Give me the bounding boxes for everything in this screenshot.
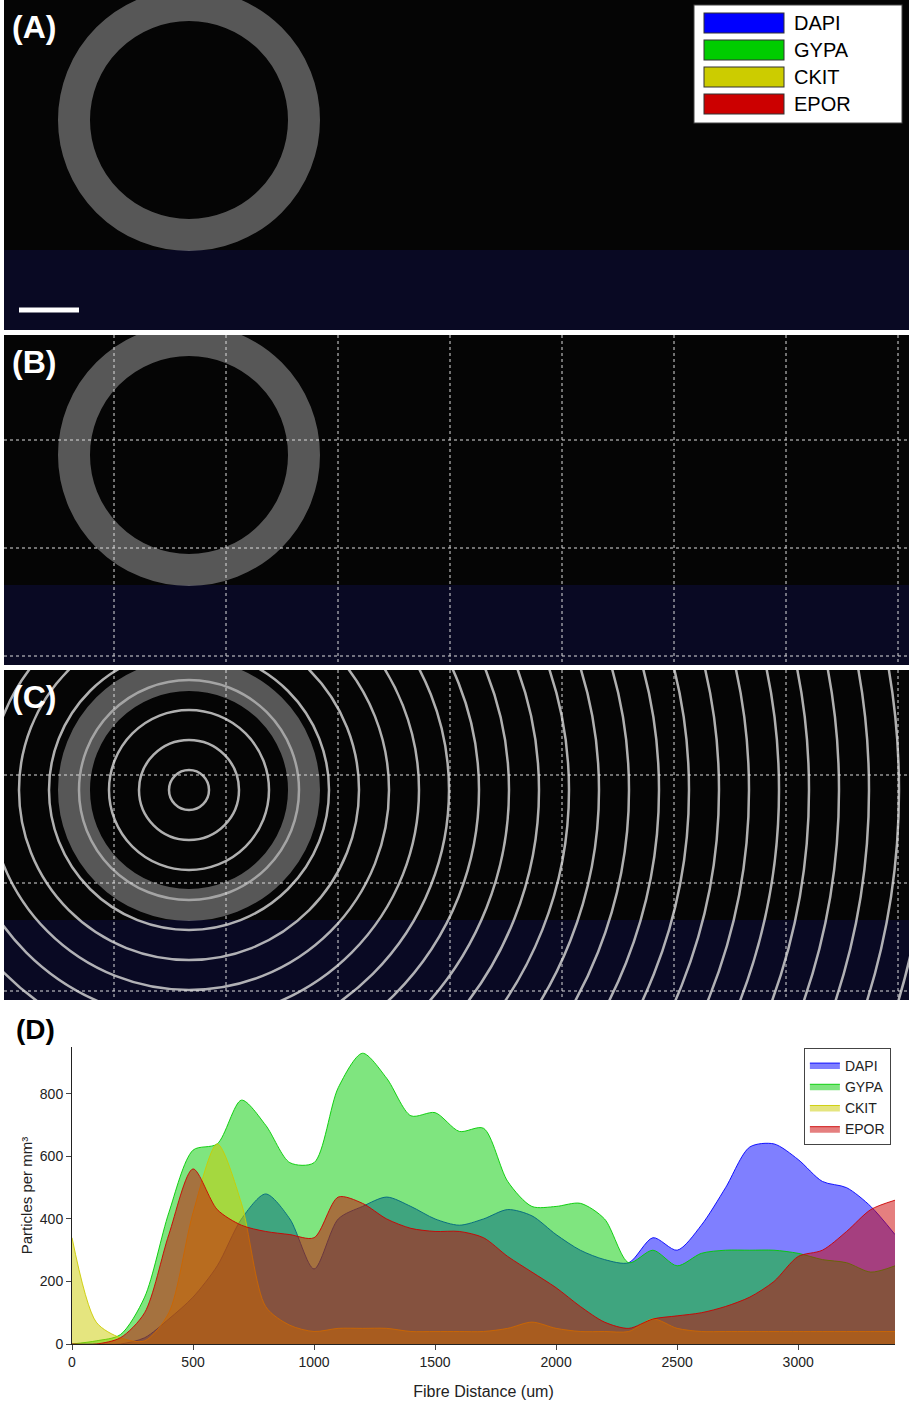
- svg-text:0: 0: [68, 1354, 76, 1370]
- svg-text:CKIT: CKIT: [845, 1100, 877, 1116]
- svg-text:200: 200: [40, 1273, 64, 1289]
- svg-text:(D): (D): [16, 1014, 55, 1045]
- svg-text:0: 0: [55, 1336, 63, 1352]
- svg-text:(B): (B): [12, 344, 56, 380]
- svg-text:400: 400: [40, 1211, 64, 1227]
- svg-text:EPOR: EPOR: [794, 93, 851, 115]
- svg-text:Fibre Distance (um): Fibre Distance (um): [413, 1383, 553, 1400]
- svg-text:DAPI: DAPI: [794, 12, 841, 34]
- svg-text:(A): (A): [12, 9, 56, 45]
- svg-text:Particles per mm³: Particles per mm³: [18, 1137, 35, 1255]
- svg-text:(C): (C): [12, 679, 56, 715]
- svg-text:500: 500: [181, 1354, 205, 1370]
- svg-text:EPOR: EPOR: [845, 1121, 885, 1137]
- svg-text:GYPA: GYPA: [794, 39, 849, 61]
- svg-text:800: 800: [40, 1086, 64, 1102]
- svg-text:3000: 3000: [783, 1354, 814, 1370]
- svg-text:1500: 1500: [420, 1354, 451, 1370]
- svg-text:CKIT: CKIT: [794, 66, 840, 88]
- svg-text:2500: 2500: [662, 1354, 693, 1370]
- svg-text:600: 600: [40, 1148, 64, 1164]
- svg-text:1000: 1000: [298, 1354, 329, 1370]
- svg-text:GYPA: GYPA: [845, 1079, 884, 1095]
- svg-text:DAPI: DAPI: [845, 1058, 878, 1074]
- svg-text:2000: 2000: [541, 1354, 572, 1370]
